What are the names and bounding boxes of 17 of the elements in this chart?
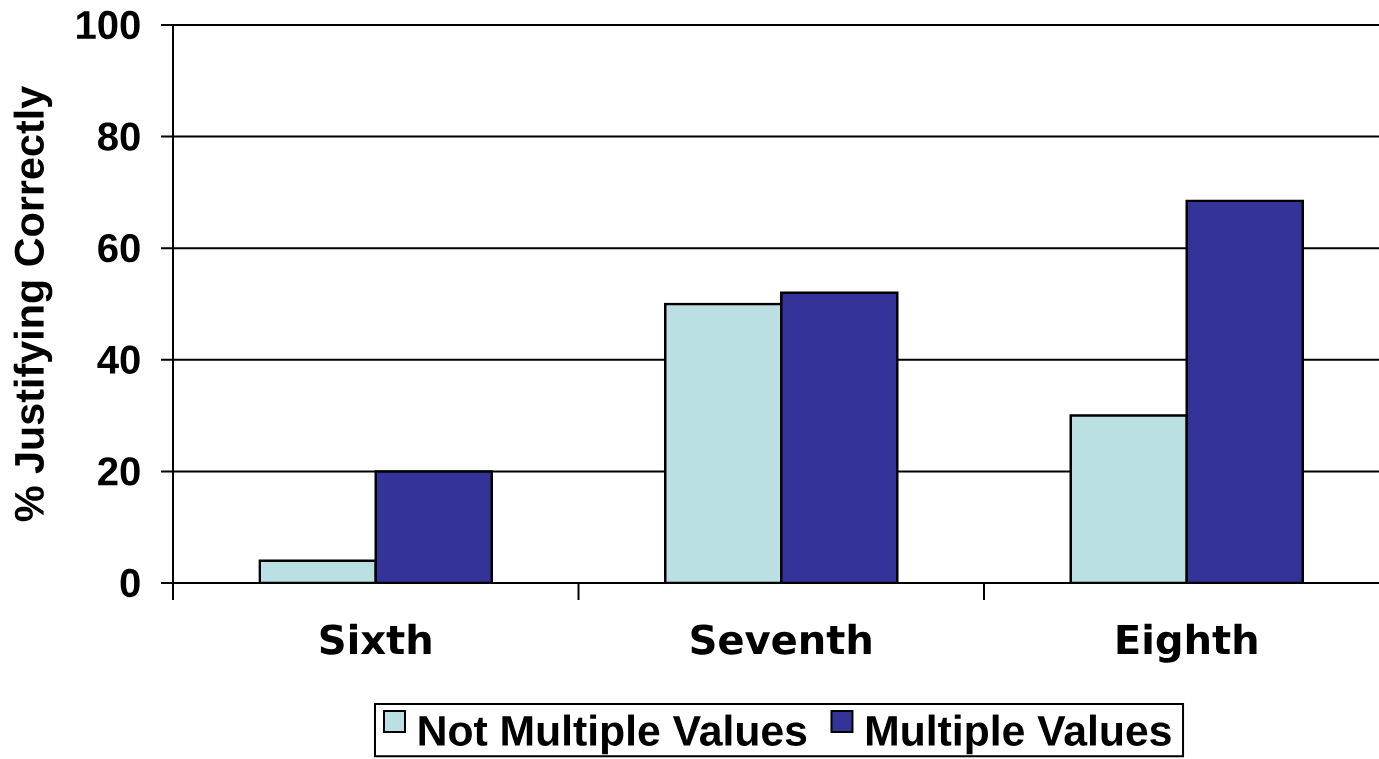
y-tick-label: 0	[120, 568, 140, 598]
bar	[1185, 199, 1304, 583]
legend-label: Multiple Values	[866, 714, 1171, 755]
x-tick-label: Eighth	[1117, 623, 1257, 663]
y-tick-label: 20	[98, 457, 140, 486]
y-tick-label: 40	[97, 345, 140, 374]
y-axis-title: % Justifying Correctly	[13, 86, 53, 522]
y-tick-label: 60	[98, 234, 140, 263]
bar	[374, 470, 493, 583]
x-tick-label: Seventh	[691, 623, 871, 655]
bar	[1069, 414, 1188, 583]
legend-label: Not Multiple Values	[419, 714, 807, 755]
y-tick-label: 100	[77, 10, 140, 40]
y-tick-label: 80	[98, 122, 140, 151]
x-tick-label: Sixth	[320, 623, 431, 655]
bar	[780, 291, 899, 583]
bar	[664, 302, 783, 583]
